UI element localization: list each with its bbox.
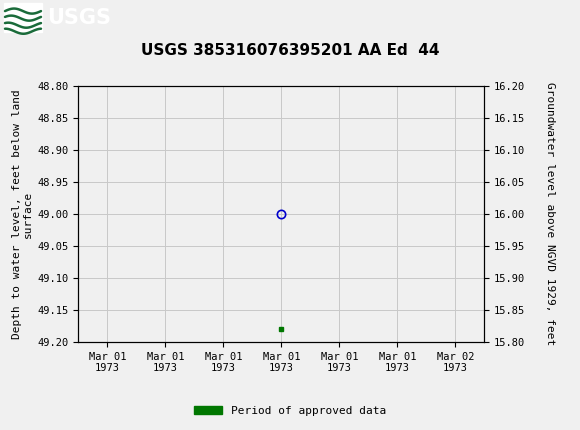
Legend: Period of approved data: Period of approved data — [190, 401, 390, 420]
Text: USGS: USGS — [47, 8, 111, 28]
Text: USGS 385316076395201 AA Ed  44: USGS 385316076395201 AA Ed 44 — [141, 43, 439, 58]
Bar — [4, 3, 42, 32]
Y-axis label: Depth to water level, feet below land
surface: Depth to water level, feet below land su… — [12, 89, 33, 339]
Y-axis label: Groundwater level above NGVD 1929, feet: Groundwater level above NGVD 1929, feet — [545, 82, 554, 346]
